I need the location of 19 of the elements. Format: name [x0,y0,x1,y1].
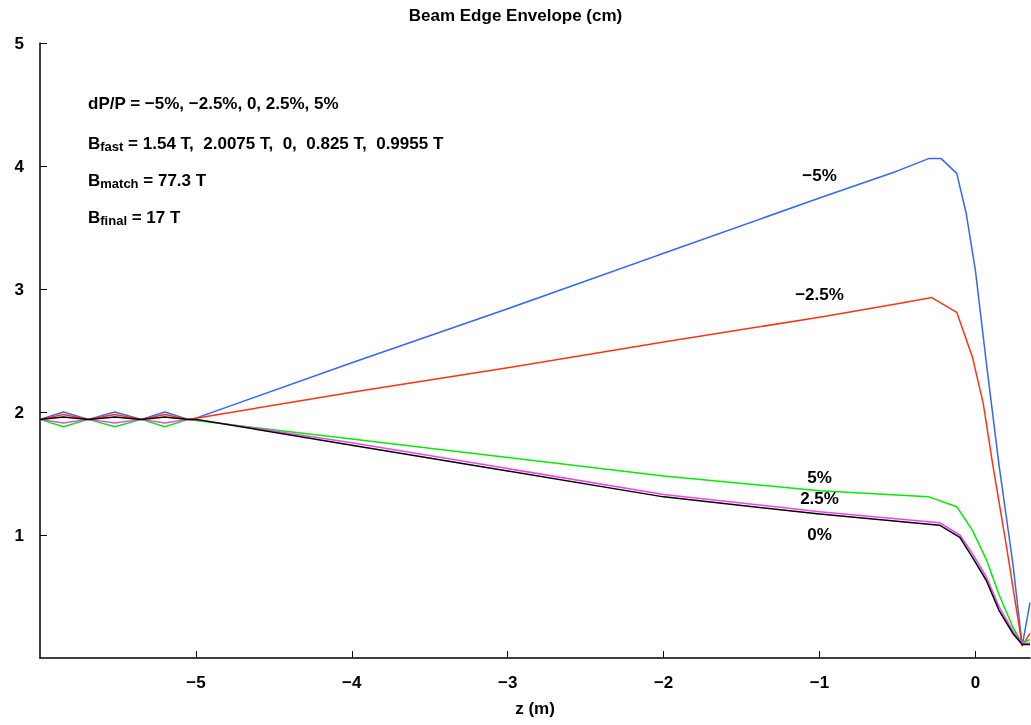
chart-title: Beam Edge Envelope (cm) [408,6,623,25]
series-label: 0% [807,525,832,545]
y-tick-label: 3 [14,279,24,299]
x-tick-label: 0 [970,673,981,692]
x-tick-label: −4 [342,673,363,692]
x-axis-title: z (m) [515,699,555,718]
x-tick-label: −3 [498,673,518,692]
y-tick-label: 1 [14,525,24,545]
y-tick-label: 5 [14,33,24,53]
series-label: 2.5% [800,488,839,508]
annotation: dP/P = −5%, −2.5%, 0, 2.5%, 5% [88,94,339,113]
series-label: −5% [802,165,837,185]
y-tick-label: 4 [14,156,25,176]
series-label: 5% [807,467,832,487]
x-tick-label: −1 [809,673,830,692]
x-tick-label: −2 [653,673,674,692]
y-tick-label: 2 [14,402,24,422]
series-label: −2.5% [795,285,844,305]
x-tick-label: −5 [186,673,206,692]
